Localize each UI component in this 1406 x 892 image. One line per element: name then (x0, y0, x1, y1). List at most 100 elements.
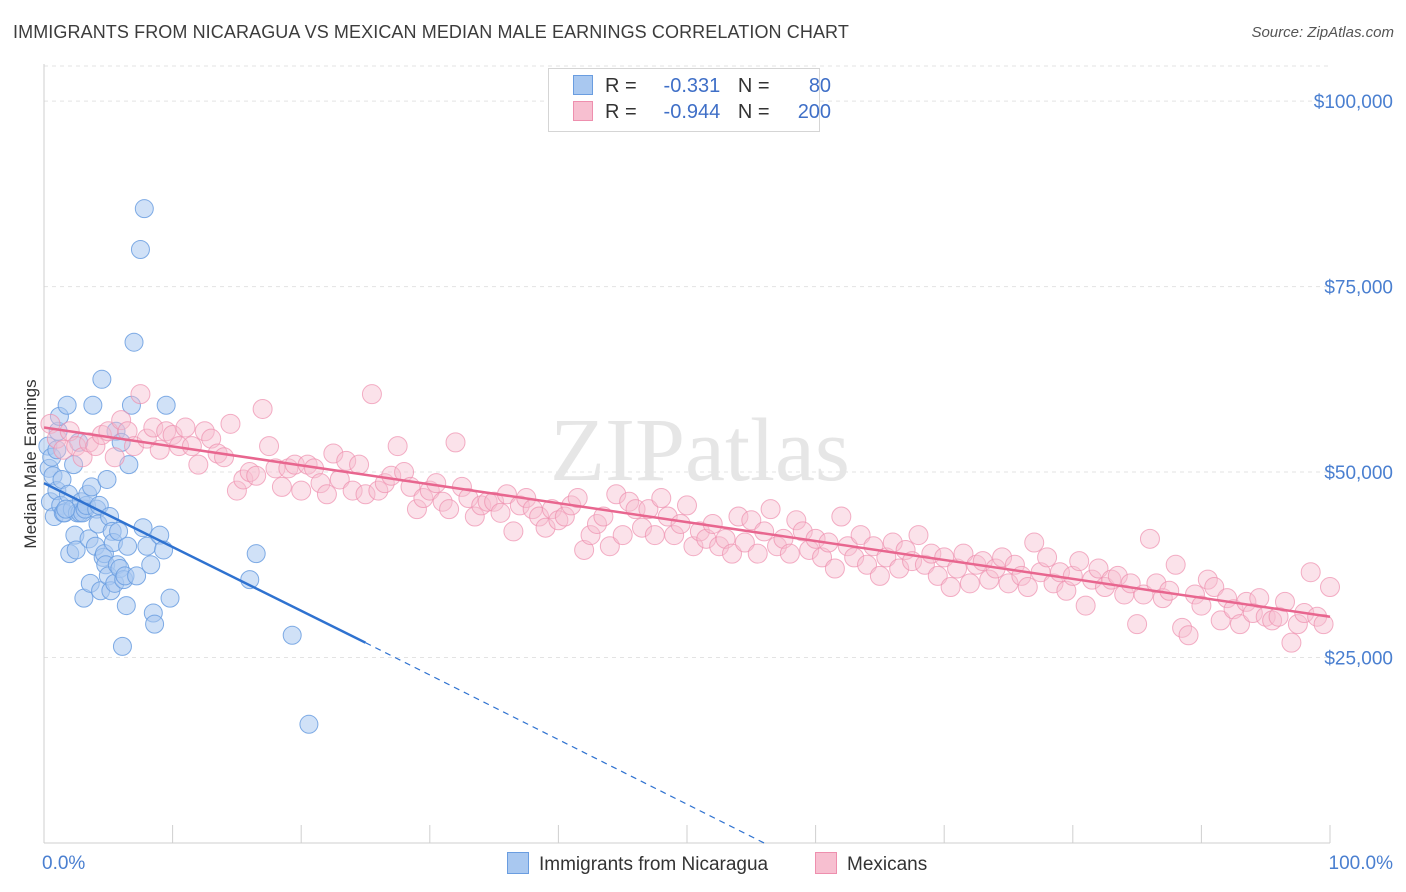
mexican-point (651, 488, 672, 509)
legend-swatch-pink (573, 101, 593, 121)
mexican-point (464, 506, 485, 527)
mexican-point (831, 506, 852, 527)
mexican-point (1274, 591, 1295, 612)
mexican-point (1056, 580, 1077, 601)
nicaragua-point (118, 536, 138, 556)
mexican-point (786, 510, 807, 531)
nicaragua-point (133, 518, 153, 538)
legend-n-label: N = (737, 101, 770, 123)
y-axis-label: Median Male Earnings (21, 379, 40, 548)
nicaragua-point (112, 636, 132, 656)
mexican-point (111, 410, 132, 431)
mexican-point (79, 432, 100, 453)
mexican-point (1178, 625, 1199, 646)
legend-n-value: 200 (797, 101, 832, 123)
mexican-point (606, 484, 627, 505)
legend-row-nicaragua: R = -0.331 N = 80 (573, 75, 831, 101)
mexican-point (355, 484, 376, 505)
nicaragua-point (47, 440, 67, 460)
mexican-point (201, 428, 222, 449)
mexican-point (1262, 610, 1283, 631)
mexican-point (992, 547, 1013, 568)
bottom-legend-label: Immigrants from Nicaragua (539, 854, 769, 875)
mexican-point (1146, 573, 1167, 594)
chart-title: IMMIGRANTS FROM NICARAGUA VS MEXICAN MED… (13, 22, 849, 42)
mexican-point (349, 454, 370, 475)
mexican-point (1075, 595, 1096, 616)
mexican-point (998, 573, 1019, 594)
mexican-point (914, 554, 935, 575)
mexican-point (1069, 551, 1090, 572)
mexican-point (104, 447, 125, 468)
mexican-point (310, 473, 331, 494)
mexican-point (246, 465, 267, 486)
mexican-point (316, 484, 337, 505)
nicaragua-trend-extension (365, 642, 765, 844)
mexican-point (869, 565, 890, 586)
mexican-point (1191, 595, 1212, 616)
mexican-point (1165, 554, 1186, 575)
mexican-point (979, 569, 1000, 590)
mexican-point (1210, 610, 1231, 631)
y-tick-label: $100,000 (1314, 92, 1393, 113)
mexican-point (824, 558, 845, 579)
nicaragua-point (57, 395, 77, 415)
mexican-point (1268, 606, 1289, 627)
mexican-point (53, 439, 74, 460)
bottom-legend-mexicans: Mexicans (815, 852, 927, 876)
nicaragua-point (134, 199, 154, 219)
mexican-point (580, 525, 601, 546)
mexican-point (1223, 599, 1244, 620)
mexican-point (1281, 632, 1302, 653)
mexican-point (722, 543, 743, 564)
mexican-point (529, 506, 550, 527)
mexican-point (593, 506, 614, 527)
nicaragua-point (116, 596, 136, 616)
mexican-point (612, 525, 633, 546)
mexican-point (850, 525, 871, 546)
mexican-point (664, 525, 685, 546)
bottom-legend-swatch-pink (815, 852, 837, 874)
x-tick-label: 0.0% (42, 853, 85, 874)
source-label: Source: ZipAtlas.com (1251, 24, 1394, 41)
mexican-point (940, 577, 961, 598)
legend-swatch-blue (573, 75, 593, 95)
legend-n-value: 80 (808, 75, 832, 97)
tick-labels: $25,000 $50,000 $75,000 $100,000 0.0% 100.0% (42, 92, 1393, 874)
nicaragua-point (127, 566, 147, 586)
mexican-point (226, 480, 247, 501)
mexican-point (554, 506, 575, 527)
mexican-point (323, 443, 344, 464)
mexican-point (1300, 562, 1321, 583)
x-tick-label: 100.0% (1329, 853, 1394, 874)
mexican-point (728, 506, 749, 527)
mexican-point (734, 532, 755, 553)
watermark: ZIPatlas (550, 401, 850, 500)
mexican-point (1320, 577, 1340, 598)
mexican-point (503, 521, 524, 542)
mexican-point (535, 517, 556, 538)
nicaragua-point (130, 239, 150, 259)
nicaragua-point (246, 544, 266, 564)
mexican-trend-line (43, 426, 1331, 618)
mexican-point (85, 436, 106, 457)
legend-r-value: -0.331 (663, 75, 721, 97)
mexican-point (291, 480, 312, 501)
mexican-point (406, 499, 427, 520)
mexican-point (1088, 558, 1109, 579)
mexican-point (490, 502, 511, 523)
mexican-point (1204, 577, 1225, 598)
mexican-point (792, 521, 813, 542)
mexican-point (175, 417, 196, 438)
mexican-point (143, 417, 164, 438)
mexican-point (1127, 614, 1148, 635)
nicaragua-point (109, 521, 129, 541)
nicaragua-point (66, 540, 86, 560)
trend-lines (43, 426, 1331, 844)
mexican-point (683, 536, 704, 557)
nicaragua-point (299, 714, 319, 734)
nicaragua-point (97, 469, 117, 489)
mexican-point (638, 499, 659, 520)
mexican-point (1242, 603, 1263, 624)
